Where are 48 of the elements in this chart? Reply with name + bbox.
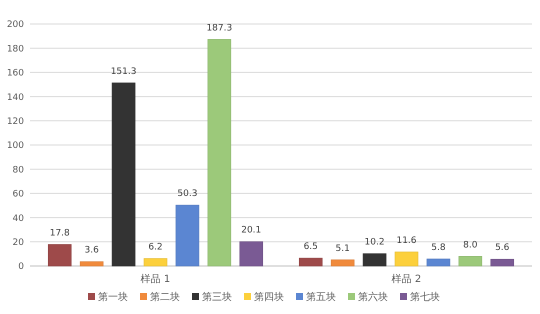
bar	[48, 244, 72, 266]
y-tick-label: 80	[12, 165, 24, 176]
text: 5.8	[431, 242, 446, 253]
bar	[490, 258, 514, 266]
y-tick-label: 120	[6, 116, 24, 127]
text: 50.3	[177, 189, 198, 200]
bar	[176, 204, 200, 266]
y-tick-label: 140	[6, 92, 24, 103]
bar	[394, 252, 418, 266]
text: 10.2	[364, 238, 385, 248]
y-tick-label: 0	[18, 262, 24, 272]
text: 6.5	[304, 242, 318, 252]
text: 187.3	[206, 23, 232, 34]
text: 11.6	[396, 236, 417, 246]
text: 8.0	[463, 240, 478, 250]
text: 151.3	[110, 66, 136, 77]
y-tick-label: 200	[6, 20, 24, 30]
text: 5.6	[495, 243, 510, 254]
y-tick-label: 160	[6, 68, 24, 79]
y-tick-label: 40	[12, 214, 24, 224]
legend-label: 第四块	[254, 291, 284, 303]
bar	[458, 256, 482, 266]
text: 20.1	[241, 226, 262, 236]
bar	[144, 258, 168, 266]
x-tick-label: 样品 2	[392, 273, 422, 285]
text: 3.6	[84, 246, 99, 256]
text: 17.8	[50, 228, 70, 238]
bar	[426, 258, 450, 266]
text: 6.2	[148, 242, 163, 252]
bar	[239, 241, 264, 266]
y-tick-label: 60	[12, 190, 24, 200]
bar	[298, 258, 323, 266]
legend-label: 第六块	[358, 291, 388, 303]
legend-label: 第七块	[410, 291, 440, 303]
bar	[362, 253, 386, 266]
y-tick-label: 20	[12, 238, 24, 248]
y-tick-label: 180	[6, 44, 24, 54]
bar	[80, 261, 104, 266]
y-tick-label: 100	[6, 141, 24, 152]
legend-label: 第一块	[98, 291, 128, 303]
bar	[208, 39, 232, 266]
x-tick-label: 样品 1	[140, 273, 170, 285]
legend-label: 第三块	[202, 291, 232, 303]
legend-label: 第二块	[150, 291, 180, 303]
legend-label: 第五块	[306, 291, 336, 303]
bar	[112, 82, 136, 266]
bar	[330, 260, 354, 266]
text: 5.1	[336, 244, 350, 254]
